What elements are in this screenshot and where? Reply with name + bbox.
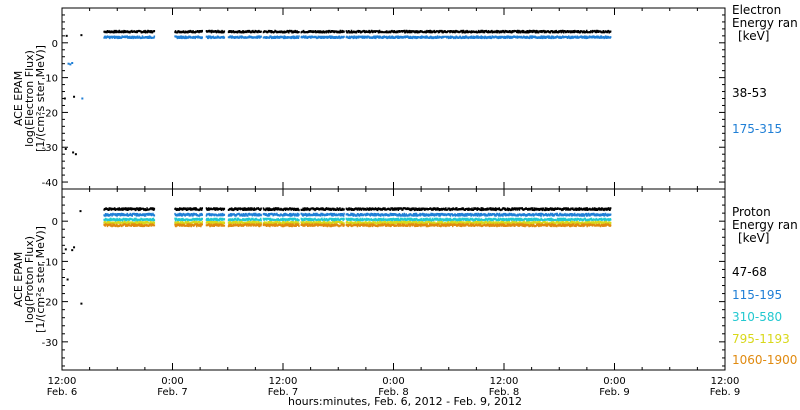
- y-tick-label: -20: [42, 108, 58, 119]
- legend-item: 175-315: [732, 122, 782, 136]
- y-axis-label: ACE EPAMlog(Electron Flux)[1/(cm²s ster …: [12, 45, 47, 152]
- series-points: [103, 207, 612, 212]
- series-points: [103, 212, 612, 217]
- x-tick-date: Feb. 9: [599, 387, 629, 398]
- series-115-195: [103, 212, 612, 217]
- data-point: [63, 97, 66, 100]
- x-tick-date: Feb. 7: [157, 387, 187, 398]
- x-axis-label: hours:minutes, Feb. 6, 2012 - Feb. 9, 20…: [288, 395, 522, 408]
- legend-item: 1060-1900: [732, 353, 797, 367]
- proton-panel: 0 -10 -20 -30 ACE EPAMlog(Proton Flux)[1/(cm…: [12, 188, 798, 371]
- y-tick-label: -40: [42, 178, 58, 189]
- plot-frame: [61, 7, 726, 190]
- y-tick-label: 0: [52, 39, 58, 50]
- x-tick-date: Feb. 8: [378, 387, 408, 398]
- x-tick-time: 12:00: [269, 376, 298, 387]
- x-tick-date: Feb. 6: [47, 387, 77, 398]
- series-310-580: [103, 217, 612, 222]
- y-tick-label: -10: [42, 257, 58, 268]
- data-point: [71, 61, 74, 64]
- y-axis-label-line: [1/(cm²s ster MeV)]: [34, 45, 47, 152]
- y-axis-label: ACE EPAMlog(Proton Flux)[1/(cm²s ster Me…: [12, 226, 47, 333]
- data-point: [73, 246, 76, 249]
- series-points: [103, 223, 612, 228]
- legend-item: 38-53: [732, 86, 767, 100]
- data-point: [80, 34, 83, 37]
- data-point: [71, 249, 74, 252]
- data-point: [72, 151, 75, 154]
- legend-title-line: Electron: [732, 3, 781, 17]
- series-1060-1900: [103, 223, 612, 228]
- data-point: [64, 248, 67, 251]
- series-175-315: [103, 35, 612, 40]
- x-tick-date: Feb. 8: [489, 387, 519, 398]
- series-38-53: [103, 29, 612, 34]
- plot-frame: [61, 188, 726, 371]
- series-points: [103, 217, 612, 222]
- data-point: [81, 97, 84, 100]
- y-tick-label: -20: [42, 298, 58, 309]
- legend-item: 795-1193: [732, 332, 790, 346]
- y-tick-label: 0: [52, 217, 58, 228]
- legend-item: 115-195: [732, 288, 782, 302]
- legend-title-line: [keV]: [738, 29, 769, 43]
- legend-item: 47-68: [732, 265, 767, 279]
- y-tick-label: -30: [42, 143, 58, 154]
- x-tick-time: 12:00: [490, 376, 519, 387]
- data-point: [66, 278, 69, 281]
- y-axis-label-line: [1/(cm²s ster MeV)]: [34, 226, 47, 333]
- legend-item: 310-580: [732, 310, 782, 324]
- y-axis-label-line: ACE EPAM: [12, 252, 25, 307]
- data-point: [80, 302, 83, 305]
- legend-title: Electron Energy ran [keV]: [732, 3, 798, 43]
- y-axis-label-line: ACE EPAM: [12, 71, 25, 126]
- series-47-68: [103, 207, 612, 212]
- x-tick-time: 0:00: [603, 376, 625, 387]
- x-tick-time: 12:00: [711, 376, 740, 387]
- legend-title: Proton Energy ran [keV]: [732, 205, 798, 245]
- y-axis-label-line: log(Electron Flux): [23, 50, 36, 147]
- data-point: [67, 62, 70, 65]
- data-point: [69, 63, 72, 66]
- y-tick-label: -10: [42, 74, 58, 85]
- legend-title-line: Energy ran: [732, 218, 798, 232]
- x-tick-date: Feb. 7: [268, 387, 298, 398]
- x-tick-time: 0:00: [161, 376, 183, 387]
- data-point: [64, 147, 67, 150]
- data-point: [79, 210, 82, 213]
- legend-title-line: [keV]: [738, 231, 769, 245]
- data-point: [74, 153, 77, 156]
- legend-title-line: Proton: [732, 205, 771, 219]
- legend-title-line: Energy ran: [732, 16, 798, 30]
- y-axis-label-line: log(Proton Flux): [23, 236, 36, 323]
- x-tick-time: 12:00: [48, 376, 77, 387]
- x-tick-time: 0:00: [382, 376, 404, 387]
- data-point: [65, 34, 68, 37]
- x-tick-date: Feb. 9: [710, 387, 740, 398]
- data-point: [73, 95, 76, 98]
- series-points: [103, 29, 612, 34]
- series-points: [103, 35, 612, 40]
- y-tick-label: -30: [42, 338, 58, 349]
